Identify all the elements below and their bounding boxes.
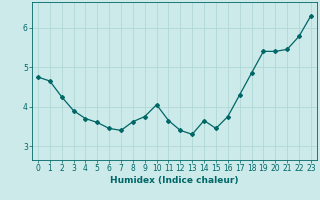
X-axis label: Humidex (Indice chaleur): Humidex (Indice chaleur): [110, 176, 239, 185]
